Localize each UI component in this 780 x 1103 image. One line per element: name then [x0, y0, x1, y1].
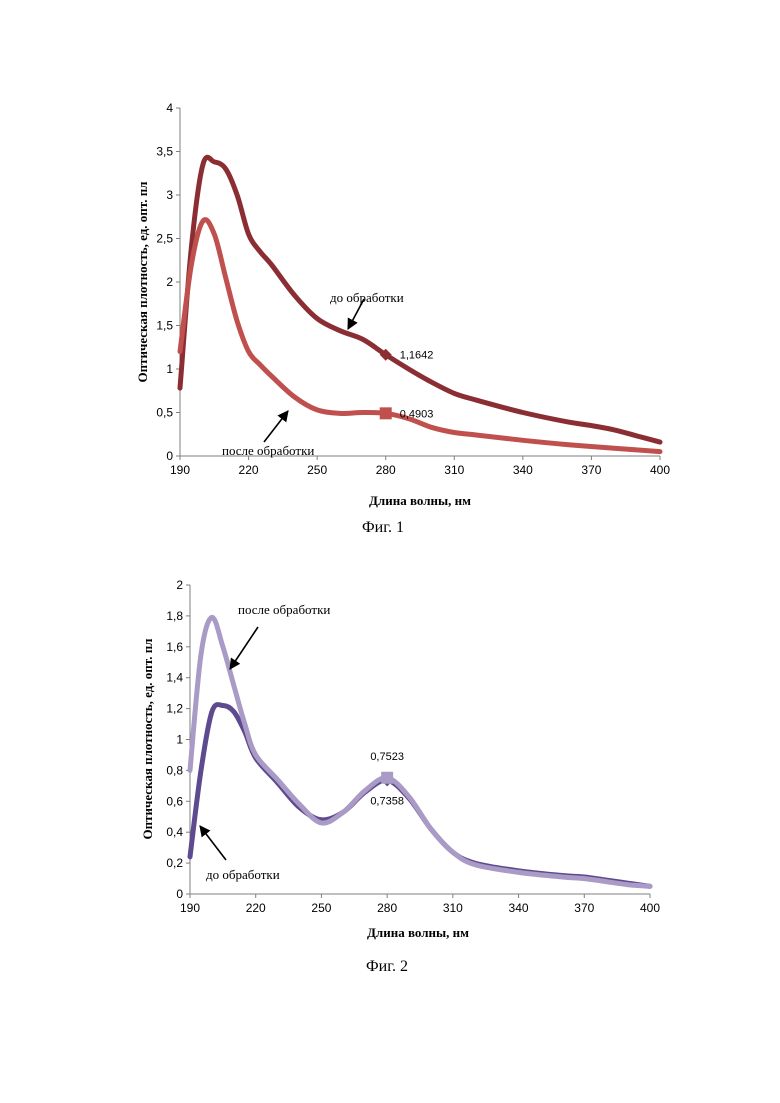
- y-tick-label: 1: [176, 733, 183, 747]
- annotation-after-treatment: после обработки: [222, 443, 314, 458]
- series-1-line: [190, 705, 650, 887]
- y-tick-label: 0,8: [166, 763, 183, 777]
- x-tick-label: 220: [246, 901, 266, 915]
- x-tick-label: 310: [443, 901, 463, 915]
- y-tick-label: 1: [166, 362, 173, 376]
- y-tick-label: 1,6: [166, 640, 183, 654]
- x-tick-label: 370: [574, 901, 594, 915]
- x-tick-label: 280: [377, 901, 397, 915]
- figure-1-x-axis-title: Длина волны, нм: [369, 493, 471, 508]
- patent-figures-page: 0 0,5 1 1,5 2 2,5 3 3,5 4 190 220 250 280 310 340 370 40…: [0, 0, 780, 1103]
- y-tick-label: 2: [166, 275, 173, 289]
- annotation-arrow-after-treatment: [264, 411, 288, 442]
- x-tick-label: 250: [311, 901, 331, 915]
- figure-1-y-axis-title: Оптическая плотность, ед. опт. пл: [135, 182, 150, 383]
- annotation-before-treatment: до обработки: [206, 867, 280, 882]
- y-tick-label: 3: [166, 188, 173, 202]
- y-tick-label: 0,5: [156, 406, 173, 420]
- x-tick-label: 400: [650, 463, 670, 477]
- y-tick-label: 1,2: [166, 702, 183, 716]
- figure-2-caption: Фиг. 2: [366, 958, 408, 976]
- x-tick-label: 280: [376, 463, 396, 477]
- series-2-line: [190, 617, 650, 886]
- x-tick-label: 310: [444, 463, 464, 477]
- x-tick-label: 400: [640, 901, 660, 915]
- annotation-arrow-before-treatment: [200, 826, 226, 860]
- y-tick-label: 0,2: [166, 856, 183, 870]
- figure-2-series: [190, 617, 650, 886]
- y-tick-label: 1,4: [166, 671, 183, 685]
- x-tick-label: 250: [307, 463, 327, 477]
- y-tick-label: 4: [166, 101, 173, 115]
- x-tick-label: 220: [239, 463, 259, 477]
- y-tick-label: 1,8: [166, 609, 183, 623]
- annotation-before-treatment: до обработки: [330, 290, 404, 305]
- annotation-arrow-after-treatment: [230, 627, 258, 669]
- figure-2-chart: 0 0,2 0,4 0,6 0,8 1 1,2 1,4 1,6 1,8 2 190 220 250 280 3…: [130, 575, 680, 945]
- y-tick-label: 1,5: [156, 319, 173, 333]
- figure-1-markers: 1,1642 0,4903: [380, 349, 434, 421]
- y-tick-label: 0,4: [166, 825, 183, 839]
- series-1-data-label: 1,1642: [400, 350, 434, 362]
- series-2-data-label: 0,4903: [400, 408, 434, 420]
- y-tick-label: 0: [176, 887, 183, 901]
- figure-2-markers: 0,7358 0,7523: [370, 751, 404, 808]
- figure-2-x-axis-title: Длина волны, нм: [367, 925, 469, 940]
- series-2-marker: [381, 772, 393, 784]
- annotation-after-treatment: после обработки: [238, 602, 330, 617]
- x-tick-label: 190: [170, 463, 190, 477]
- series-2-data-label: 0,7523: [370, 751, 404, 763]
- x-tick-label: 190: [180, 901, 200, 915]
- x-tick-label: 370: [581, 463, 601, 477]
- series-1-line: [180, 157, 660, 442]
- series-2-marker: [380, 407, 392, 419]
- figure-2-y-axis-title: Оптическая плотность, ед. опт. пл: [140, 639, 155, 840]
- figure-1-caption: Фиг. 1: [362, 519, 404, 537]
- y-tick-label: 3,5: [156, 145, 173, 159]
- y-tick-label: 0,6: [166, 794, 183, 808]
- x-tick-label: 340: [513, 463, 533, 477]
- figure-1-chart: 0 0,5 1 1,5 2 2,5 3 3,5 4 190 220 250 280 310 340 370 40…: [120, 95, 680, 515]
- series-1-data-label: 0,7358: [370, 795, 404, 807]
- y-tick-label: 2: [176, 578, 183, 592]
- figure-2-axes: 0 0,2 0,4 0,6 0,8 1 1,2 1,4 1,6 1,8 2 190 220 250 280 3…: [166, 578, 660, 915]
- y-tick-label: 2,5: [156, 232, 173, 246]
- y-tick-label: 0: [166, 449, 173, 463]
- x-tick-label: 340: [509, 901, 529, 915]
